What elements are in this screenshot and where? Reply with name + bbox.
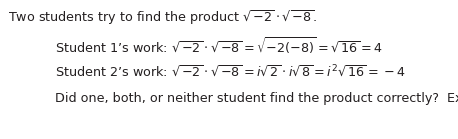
- Text: Two students try to find the product $\sqrt{-2}\cdot\sqrt{-8}$.: Two students try to find the product $\s…: [8, 8, 317, 27]
- Text: Student 1’s work: $\sqrt{-2}\cdot\sqrt{-8} = \sqrt{-2(-8)} = \sqrt{16} = 4$: Student 1’s work: $\sqrt{-2}\cdot\sqrt{-…: [55, 35, 383, 56]
- Text: Student 2’s work: $\sqrt{-2}\cdot\sqrt{-8} = i\sqrt{2}\cdot i\sqrt{8} = i^2\sqrt: Student 2’s work: $\sqrt{-2}\cdot\sqrt{-…: [55, 64, 405, 80]
- Text: Did one, both, or neither student find the product correctly?  Explain.: Did one, both, or neither student find t…: [55, 92, 458, 105]
